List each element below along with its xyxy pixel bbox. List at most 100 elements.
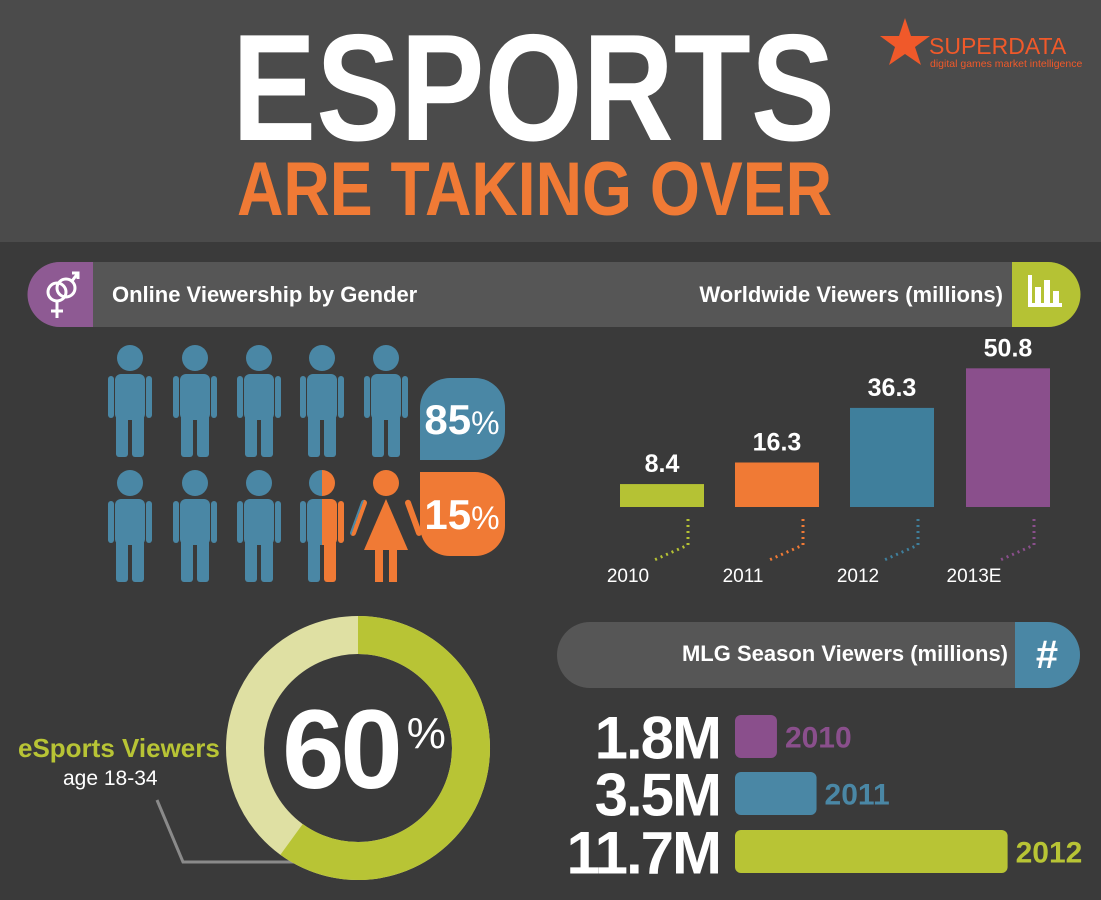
person-icon [300,470,344,582]
person-head [373,470,399,496]
person-icon [350,470,422,582]
person-arm [364,376,370,418]
person-leg [324,540,336,582]
person-body [180,374,210,420]
bar [966,368,1050,507]
value-label: 8.4 [645,450,680,478]
category-label: 2012 [837,566,879,587]
bar [735,830,1008,873]
brand-name: SUPERDATA [929,33,1067,59]
section-title: MLG Season Viewers (millions) [682,641,1008,666]
section-title: Worldwide Viewers (millions) [699,282,1003,307]
person-arm [275,501,281,543]
donut-arc [280,616,490,880]
person-head [246,345,272,371]
person-icon [173,470,217,582]
person-head [117,470,143,496]
donut-subtitle: age 18-34 [63,767,158,790]
person-leg [197,540,209,582]
person-head [246,470,272,496]
person-arm [211,501,217,543]
person-arm [405,499,422,536]
person-arm [275,376,281,418]
person-arm [402,376,408,418]
person-leg [375,548,383,582]
gender-icon [46,271,80,318]
connector [997,519,1036,563]
bar-icon [1028,275,1062,307]
category-label: 2010 [785,722,852,755]
person-leg [116,540,128,582]
section-strip [557,622,1080,688]
person-arm [338,376,344,418]
person-arm [108,501,114,543]
person-head [117,345,143,371]
person-leg [389,548,397,582]
person-arm [146,376,152,418]
person-leg [388,415,400,457]
person-arm [300,376,306,418]
connector [766,519,805,563]
category-label: 2011 [825,779,890,812]
person-arm [350,499,367,536]
person-body [180,499,210,545]
person-leg [372,415,384,457]
person-icon [237,345,281,457]
person-icon [237,470,281,582]
value-label: 1.8M [595,705,720,772]
person-body [364,499,408,550]
person-body [244,499,274,545]
person-body [307,374,337,420]
percent-badge [420,472,505,556]
main-title: ESPORTS [232,3,835,173]
main-subtitle: ARE TAKING OVER [237,147,832,232]
person-leg [261,415,273,457]
bar [850,407,934,507]
person-icon [173,345,217,457]
person-leg [132,415,144,457]
value-label: 16.3 [753,429,802,457]
person-leg [116,415,128,457]
person-leg [245,540,257,582]
connector [651,519,690,563]
person-arm [173,501,179,543]
person-leg [261,540,273,582]
person-arm [300,501,306,543]
person-leg [181,540,193,582]
person-icon [364,345,408,457]
person-body [371,374,401,420]
section-strip [28,262,1080,327]
person-head [182,470,208,496]
donut-title: eSports Viewers [18,733,220,763]
person-head [309,345,335,371]
person-body [307,499,337,545]
person-leg [132,540,144,582]
person-body [115,499,145,545]
category-label: 2010 [607,566,649,587]
person-body [115,374,145,420]
value-label: 50.8 [984,334,1033,362]
percent-label: 15% [424,491,499,538]
category-label: 2013E [947,566,1002,587]
value-label: 3.5M [595,762,720,829]
person-arm [211,376,217,418]
person-arm [146,501,152,543]
person-body [244,374,274,420]
person-icon [300,345,344,457]
brand-star [880,18,930,65]
person-arm [108,376,114,418]
bar [735,462,819,507]
connector [881,519,920,563]
hash-icon: # [1036,633,1058,677]
person-arm [338,501,344,543]
person-arm [237,501,243,543]
bar [620,484,704,507]
percent-label: 85% [424,396,499,443]
connector [155,799,316,864]
section-title: Online Viewership by Gender [112,282,418,307]
value-label: 36.3 [868,374,917,402]
person-icon [108,345,152,457]
person-head [182,345,208,371]
